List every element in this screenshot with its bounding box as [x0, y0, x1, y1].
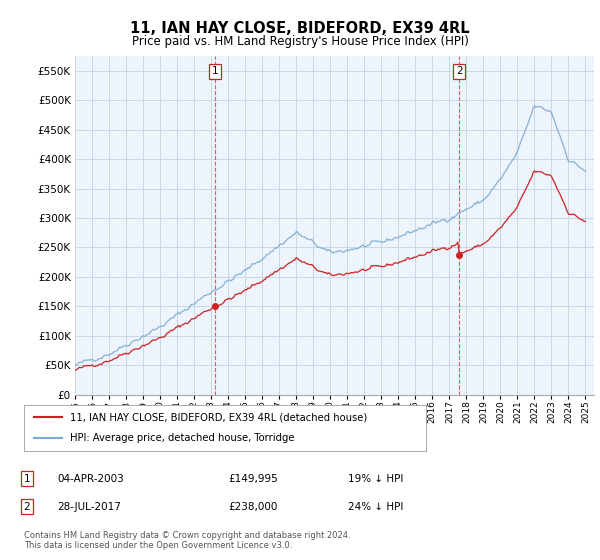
Text: 28-JUL-2017: 28-JUL-2017 — [57, 502, 121, 512]
Text: £238,000: £238,000 — [228, 502, 277, 512]
Text: Price paid vs. HM Land Registry's House Price Index (HPI): Price paid vs. HM Land Registry's House … — [131, 35, 469, 48]
Text: 19% ↓ HPI: 19% ↓ HPI — [348, 474, 403, 484]
Text: 11, IAN HAY CLOSE, BIDEFORD, EX39 4RL: 11, IAN HAY CLOSE, BIDEFORD, EX39 4RL — [130, 21, 470, 36]
Text: HPI: Average price, detached house, Torridge: HPI: Average price, detached house, Torr… — [70, 433, 295, 444]
Text: 2: 2 — [456, 66, 463, 76]
Text: 11, IAN HAY CLOSE, BIDEFORD, EX39 4RL (detached house): 11, IAN HAY CLOSE, BIDEFORD, EX39 4RL (d… — [70, 412, 367, 422]
Text: 24% ↓ HPI: 24% ↓ HPI — [348, 502, 403, 512]
Text: 1: 1 — [23, 474, 31, 484]
Text: 04-APR-2003: 04-APR-2003 — [57, 474, 124, 484]
Text: £149,995: £149,995 — [228, 474, 278, 484]
Text: 1: 1 — [212, 66, 218, 76]
Text: Contains HM Land Registry data © Crown copyright and database right 2024.
This d: Contains HM Land Registry data © Crown c… — [24, 531, 350, 550]
Text: 2: 2 — [23, 502, 31, 512]
